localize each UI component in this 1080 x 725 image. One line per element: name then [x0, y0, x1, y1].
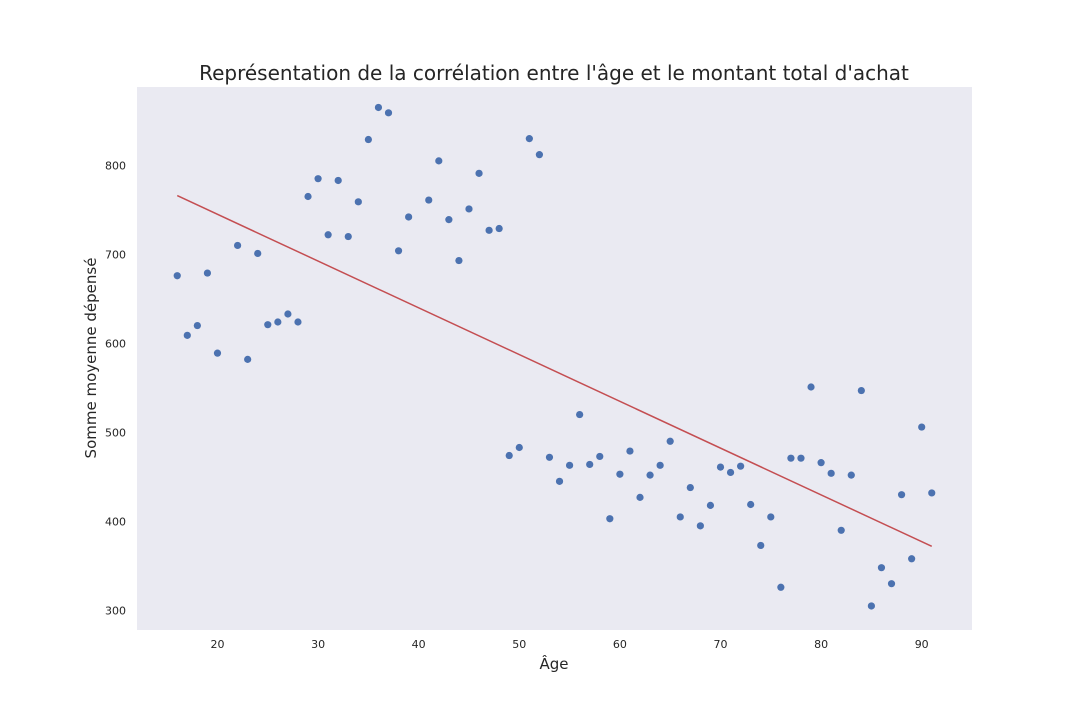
data-point — [274, 318, 282, 326]
x-tick-label: 40 — [412, 638, 426, 651]
y-tick-label: 400 — [105, 515, 126, 528]
data-point — [334, 176, 342, 185]
x-tick-label: 60 — [613, 638, 627, 651]
data-point — [465, 205, 473, 213]
x-tick-labels: 20 30 40 50 60 70 80 90 — [210, 638, 928, 651]
y-tick-label: 600 — [105, 337, 126, 350]
data-point — [807, 383, 815, 391]
data-point — [928, 489, 936, 497]
x-tick-label: 90 — [915, 638, 929, 651]
data-point — [183, 331, 191, 339]
x-tick-label: 20 — [210, 638, 224, 651]
data-point — [264, 321, 272, 329]
x-tick-label: 30 — [311, 638, 325, 651]
data-point — [384, 109, 393, 117]
data-point — [757, 541, 765, 550]
data-point — [234, 241, 242, 250]
data-point — [284, 310, 292, 318]
data-point — [304, 192, 312, 201]
data-point — [535, 151, 544, 159]
data-point — [686, 483, 694, 492]
y-tick-label: 500 — [105, 426, 126, 439]
data-point — [626, 447, 634, 455]
data-point — [887, 580, 896, 588]
data-point — [586, 460, 594, 469]
data-point — [374, 103, 383, 112]
y-axis-label: Somme moyenne dépensé — [82, 258, 100, 459]
data-point — [656, 461, 664, 469]
regression-line — [176, 194, 933, 548]
y-tick-label: 700 — [105, 248, 126, 261]
data-point — [193, 321, 201, 330]
x-axis-label: Âge — [539, 654, 568, 673]
data-point — [445, 216, 453, 224]
chart-title: Représentation de la corrélation entre l… — [199, 61, 909, 85]
data-point — [495, 224, 503, 233]
data-point — [455, 256, 463, 265]
y-tick-label: 800 — [105, 159, 126, 172]
data-point — [616, 470, 624, 478]
data-point — [545, 453, 554, 461]
data-point — [405, 213, 413, 221]
x-tick-label: 80 — [814, 638, 828, 651]
data-point — [837, 526, 845, 534]
data-point — [525, 135, 533, 143]
data-point — [827, 469, 835, 477]
data-point — [203, 269, 212, 277]
points-layer — [173, 103, 936, 610]
data-point — [596, 452, 604, 461]
data-point — [908, 555, 916, 563]
data-point — [435, 157, 443, 165]
data-point — [777, 583, 785, 591]
data-point — [565, 461, 574, 469]
data-point — [314, 175, 322, 183]
y-tick-label: 300 — [105, 604, 126, 617]
data-point — [737, 462, 745, 470]
data-point — [676, 513, 684, 521]
data-point — [515, 443, 523, 452]
data-point — [213, 349, 222, 357]
data-point — [344, 232, 352, 241]
data-point — [817, 459, 825, 467]
data-point — [294, 318, 302, 326]
trend-line-layer — [176, 194, 933, 548]
data-point — [394, 247, 403, 255]
data-point — [847, 471, 855, 479]
data-point — [354, 198, 362, 206]
data-point — [505, 451, 513, 460]
data-point — [555, 477, 564, 485]
data-point — [244, 355, 252, 363]
data-point — [475, 169, 483, 177]
data-point — [877, 564, 886, 572]
data-point — [797, 454, 805, 462]
data-point — [716, 463, 725, 471]
plot-area — [137, 87, 972, 630]
y-tick-labels: 300 400 500 600 700 800 — [105, 159, 126, 617]
data-point — [485, 226, 493, 234]
data-point — [666, 437, 674, 445]
data-point — [918, 423, 926, 431]
data-point — [254, 249, 262, 258]
data-point — [173, 272, 181, 280]
data-point — [726, 468, 735, 477]
data-point — [646, 471, 654, 479]
data-point — [747, 500, 755, 509]
data-point — [787, 454, 795, 462]
data-point — [857, 386, 865, 395]
data-point — [867, 602, 875, 610]
data-point — [425, 196, 433, 204]
x-tick-label: 70 — [713, 638, 727, 651]
data-point — [636, 493, 644, 501]
data-point — [696, 522, 704, 530]
data-point — [767, 513, 775, 521]
data-point — [706, 501, 715, 509]
data-point — [364, 135, 372, 144]
data-point — [576, 410, 584, 419]
data-point — [606, 515, 614, 523]
data-point — [897, 491, 906, 499]
data-point — [324, 231, 332, 239]
x-tick-label: 50 — [512, 638, 526, 651]
